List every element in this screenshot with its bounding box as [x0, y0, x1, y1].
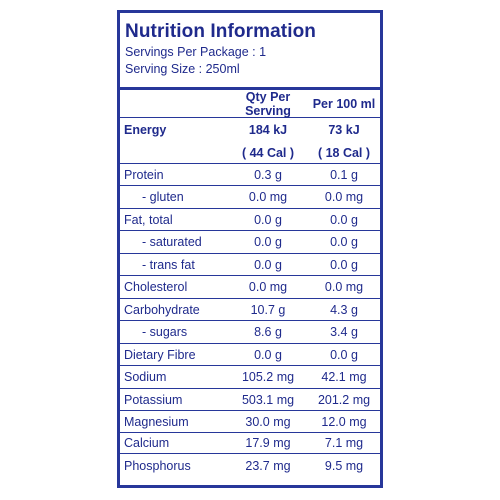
nutrient-label: - gluten: [142, 190, 184, 204]
nutrient-row: Sodium 105.2 mg 42.1 mg: [120, 366, 380, 389]
nutrient-row: Protein 0.3 g 0.1 g: [120, 164, 380, 186]
nutrient-label: Protein: [124, 167, 164, 182]
nutrient-label: Magnesium: [124, 414, 189, 429]
energy-cal-serving: ( 44 Cal ): [241, 145, 295, 160]
nutrient-label: - trans fat: [142, 257, 195, 272]
nutrient-rows: Protein 0.3 g 0.1 g - gluten 0.0 mg 0.0 mg Fat…: [120, 164, 380, 477]
nutrient-per-100ml: 7.1 mg: [324, 436, 364, 450]
nutrient-label: Dietary Fibre: [124, 347, 196, 362]
nutrient-qty-per-serving: 0.0 g: [254, 235, 282, 249]
nutrient-qty-per-serving: 10.7 g: [250, 302, 286, 317]
nutrient-row: Magnesium 30.0 mg 12.0 mg: [120, 411, 380, 433]
servings-per-package: Servings Per Package : 1: [125, 45, 267, 59]
nutrient-qty-per-serving: 0.0 mg: [248, 190, 288, 204]
nutrient-qty-per-serving: 23.7 mg: [245, 458, 291, 473]
nutrient-qty-per-serving: 30.0 mg: [245, 414, 291, 429]
nutrient-per-100ml: 0.0 g: [330, 347, 358, 362]
nutrient-row: Cholesterol 0.0 mg 0.0 mg: [120, 276, 380, 299]
nutrient-label: - sugars: [142, 325, 188, 339]
nutrient-label: Fat, total: [124, 212, 173, 227]
nutrient-per-100ml: 12.0 mg: [321, 414, 367, 429]
nutrient-label: Cholesterol: [124, 280, 188, 294]
nutrient-label: - saturated: [142, 235, 202, 249]
nutrient-per-100ml: 0.0 g: [330, 212, 358, 227]
per-100ml-header: Per 100 ml: [312, 96, 376, 111]
nutrient-per-100ml: 201.2 mg: [317, 392, 371, 407]
nutrient-label: Sodium: [124, 370, 167, 384]
nutrient-row: - trans fat 0.0 g 0.0 g: [120, 254, 380, 276]
energy-kj-row: Energy 184 kJ 73 kJ: [120, 118, 380, 142]
nutrient-qty-per-serving: 503.1 mg: [241, 392, 295, 407]
nutrient-row: - sugars 8.6 g 3.4 g: [120, 321, 380, 344]
nutrient-label: Carbohydrate: [124, 302, 200, 317]
column-headers: Qty Per Serving Per 100 ml: [120, 90, 380, 118]
nutrient-row: Carbohydrate 10.7 g 4.3 g: [120, 299, 380, 321]
energy-cal-100ml: ( 18 Cal ): [317, 145, 371, 160]
header-divider: [120, 87, 380, 90]
energy-cal-row: ( 44 Cal ) ( 18 Cal ): [120, 142, 380, 163]
serving-size: Serving Size : 250ml: [125, 62, 240, 76]
nutrient-row: - saturated 0.0 g 0.0 g: [120, 231, 380, 254]
nutrient-per-100ml: 42.1 mg: [321, 370, 367, 384]
nutrient-qty-per-serving: 0.0 g: [254, 212, 282, 227]
energy-kj-100ml: 73 kJ: [328, 123, 360, 137]
nutrition-panel: Nutrition Information Servings Per Packa…: [117, 10, 383, 488]
energy-kj-serving: 184 kJ: [248, 123, 288, 137]
nutrient-label: Phosphorus: [124, 458, 191, 473]
nutrient-qty-per-serving: 0.0 g: [254, 257, 282, 272]
nutrient-per-100ml: 0.0 g: [330, 235, 358, 249]
energy-block: Energy 184 kJ 73 kJ ( 44 Cal ) ( 18 Cal …: [120, 118, 380, 164]
qty-per-serving-header: Qty Per Serving: [245, 89, 291, 118]
nutrient-label: Potassium: [124, 392, 183, 407]
nutrient-per-100ml: 0.1 g: [330, 167, 358, 182]
nutrient-per-100ml: 3.4 g: [330, 325, 358, 339]
nutrient-per-100ml: 9.5 mg: [324, 458, 364, 473]
nutrient-qty-per-serving: 105.2 mg: [241, 370, 295, 384]
nutrient-per-100ml: 4.3 g: [330, 302, 358, 317]
panel-title: Nutrition Information: [125, 21, 317, 42]
nutrient-row: - gluten 0.0 mg 0.0 mg: [120, 186, 380, 209]
nutrient-qty-per-serving: 0.3 g: [254, 167, 282, 182]
nutrient-row: Fat, total 0.0 g 0.0 g: [120, 209, 380, 231]
nutrient-qty-per-serving: 0.0 g: [254, 347, 282, 362]
nutrient-label: Calcium: [124, 436, 170, 450]
nutrient-row: Dietary Fibre 0.0 g 0.0 g: [120, 344, 380, 366]
panel-header: Nutrition Information Servings Per Packa…: [120, 13, 380, 87]
nutrient-row: Calcium 17.9 mg 7.1 mg: [120, 433, 380, 454]
nutrient-per-100ml: 0.0 mg: [324, 190, 364, 204]
nutrient-qty-per-serving: 0.0 mg: [248, 280, 288, 294]
energy-label: Energy: [124, 123, 167, 137]
nutrient-per-100ml: 0.0 g: [330, 257, 358, 272]
nutrient-row: Potassium 503.1 mg 201.2 mg: [120, 389, 380, 411]
nutrient-qty-per-serving: 8.6 g: [254, 325, 282, 339]
nutrient-qty-per-serving: 17.9 mg: [245, 436, 291, 450]
nutrient-row: Phosphorus 23.7 mg 9.5 mg: [120, 454, 380, 477]
nutrient-per-100ml: 0.0 mg: [324, 280, 364, 294]
